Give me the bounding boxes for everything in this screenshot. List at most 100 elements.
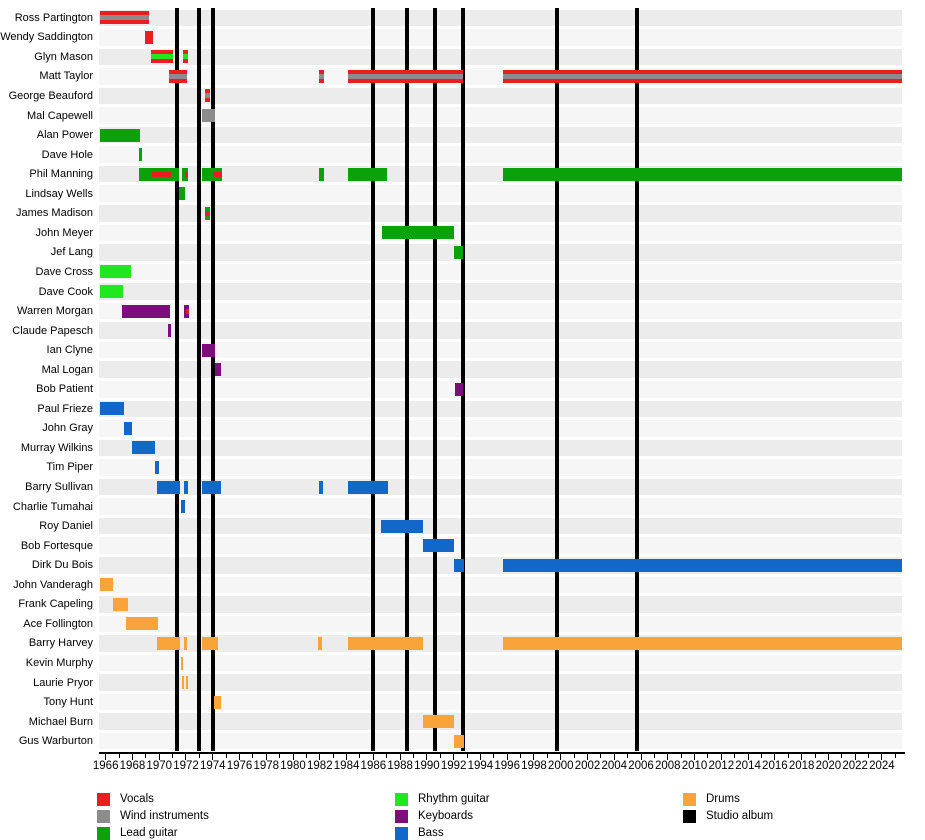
x-axis-tick	[573, 753, 575, 758]
timeline-bar-stripe-wind_instruments	[503, 73, 902, 79]
row-background	[99, 420, 902, 437]
x-axis-tick	[426, 753, 428, 760]
x-axis-tick	[854, 753, 856, 760]
studio-album-line	[211, 8, 216, 751]
x-axis-year-label: 1978	[253, 760, 280, 772]
row-background	[99, 361, 902, 378]
timeline-bar-drums	[202, 636, 219, 650]
member-name: Kevin Murphy	[25, 657, 93, 669]
x-axis-tick	[359, 753, 361, 758]
legend-swatch-drums	[683, 793, 696, 806]
member-name: Ross Partington	[14, 11, 93, 24]
timeline-bar-rhythm_guitar	[100, 265, 132, 279]
x-axis-year-label: 1984	[333, 760, 360, 772]
member-name: Tony Hunt	[43, 696, 93, 709]
x-axis-tick	[653, 753, 655, 758]
x-axis-tick	[479, 753, 481, 760]
timeline-bar-vocals	[145, 30, 153, 44]
timeline-bar-drums	[181, 676, 185, 690]
member-name: Bob Patient	[36, 383, 93, 396]
x-axis-tick	[439, 753, 441, 758]
legend-label-bass: Bass	[418, 827, 444, 839]
x-axis-tick	[600, 753, 602, 758]
timeline-bar-drums	[100, 578, 114, 592]
timeline-bar-bass	[202, 480, 221, 494]
row-background	[99, 674, 902, 691]
timeline-bar-stripe-rhythm_guitar	[183, 54, 188, 60]
member-name: Glyn Mason	[34, 50, 93, 63]
timeline-bar-bass	[503, 558, 902, 572]
legend-swatch-keyboards	[395, 810, 408, 823]
timeline-bar-keyboards	[121, 304, 170, 318]
member-name: Dave Cook	[38, 285, 93, 298]
timeline-bar-stripe-wind_instruments	[347, 73, 464, 79]
x-axis-tick	[506, 753, 508, 760]
x-axis-tick	[774, 753, 776, 760]
member-name: Frank Capeling	[18, 598, 93, 611]
timeline-bar-bass	[180, 500, 186, 514]
timeline-bar-lead_guitar	[179, 187, 186, 201]
timeline-bar-stripe-vocals	[204, 210, 211, 216]
row-background	[99, 9, 902, 27]
timeline-bar-keyboards	[454, 382, 463, 396]
member-name: Phil Manning	[29, 168, 93, 181]
studio-album-line	[554, 8, 559, 751]
x-axis-tick	[680, 753, 682, 758]
row-background	[99, 48, 902, 66]
x-axis-year-label: 1988	[387, 760, 413, 772]
row-background	[99, 654, 902, 672]
x-axis-tick	[158, 753, 160, 760]
x-axis-tick	[252, 753, 254, 758]
x-axis-tick	[814, 753, 816, 758]
timeline-bar-drums	[214, 695, 222, 709]
x-axis-year-label: 2016	[762, 760, 788, 772]
x-axis-tick	[332, 753, 334, 758]
row-background	[99, 107, 902, 124]
member-name: Claude Papesch	[12, 324, 93, 337]
x-axis-tick	[533, 753, 535, 760]
x-axis-year-label: 1994	[467, 760, 494, 772]
row-background	[99, 439, 902, 457]
legend-swatch-lead_guitar	[97, 827, 110, 840]
member-name: Alan Power	[36, 129, 93, 142]
x-axis-tick	[640, 753, 642, 760]
timeline-bar-bass	[319, 480, 324, 494]
legend-swatch-bass	[395, 827, 408, 840]
x-axis-year-label: 2010	[681, 760, 708, 772]
row-background	[99, 302, 902, 320]
row-background	[99, 29, 902, 46]
x-axis-year-label: 1974	[199, 760, 226, 772]
timeline-bar-bass	[183, 480, 188, 494]
x-axis-year-label: 1966	[92, 760, 119, 772]
x-axis-tick	[279, 753, 281, 758]
timeline-bar-lead_guitar	[100, 128, 141, 142]
row-background	[99, 263, 902, 281]
x-axis-tick	[466, 753, 468, 758]
x-axis-tick	[707, 753, 709, 758]
x-axis-year-label: 1976	[226, 760, 253, 772]
member-name: Barry Harvey	[28, 637, 93, 650]
x-axis-tick	[399, 753, 401, 760]
legend-label-vocals: Vocals	[120, 793, 154, 805]
row-background	[99, 596, 902, 613]
x-axis-tick	[520, 753, 522, 758]
x-axis-tick	[586, 753, 588, 760]
row-background	[99, 87, 902, 105]
x-axis-tick	[145, 753, 147, 758]
x-axis-year-label: 2022	[842, 760, 868, 772]
member-name: Matt Taylor	[39, 70, 93, 83]
legend-label-drums: Drums	[706, 793, 740, 805]
studio-album-line	[371, 8, 376, 751]
x-axis-tick	[172, 753, 174, 758]
member-name: Mal Capewell	[26, 109, 93, 122]
row-background	[99, 341, 902, 359]
timeline-bar-bass	[100, 402, 125, 416]
member-name: Mal Logan	[41, 363, 93, 376]
timeline-bar-drums	[125, 617, 158, 631]
studio-album-line	[404, 8, 409, 751]
timeline-bar-lead_guitar	[503, 167, 902, 181]
x-axis-year-label: 2004	[601, 760, 628, 772]
x-axis-tick	[627, 753, 629, 758]
timeline-bar-bass	[422, 539, 454, 553]
timeline-bar-lead_guitar	[319, 167, 324, 181]
